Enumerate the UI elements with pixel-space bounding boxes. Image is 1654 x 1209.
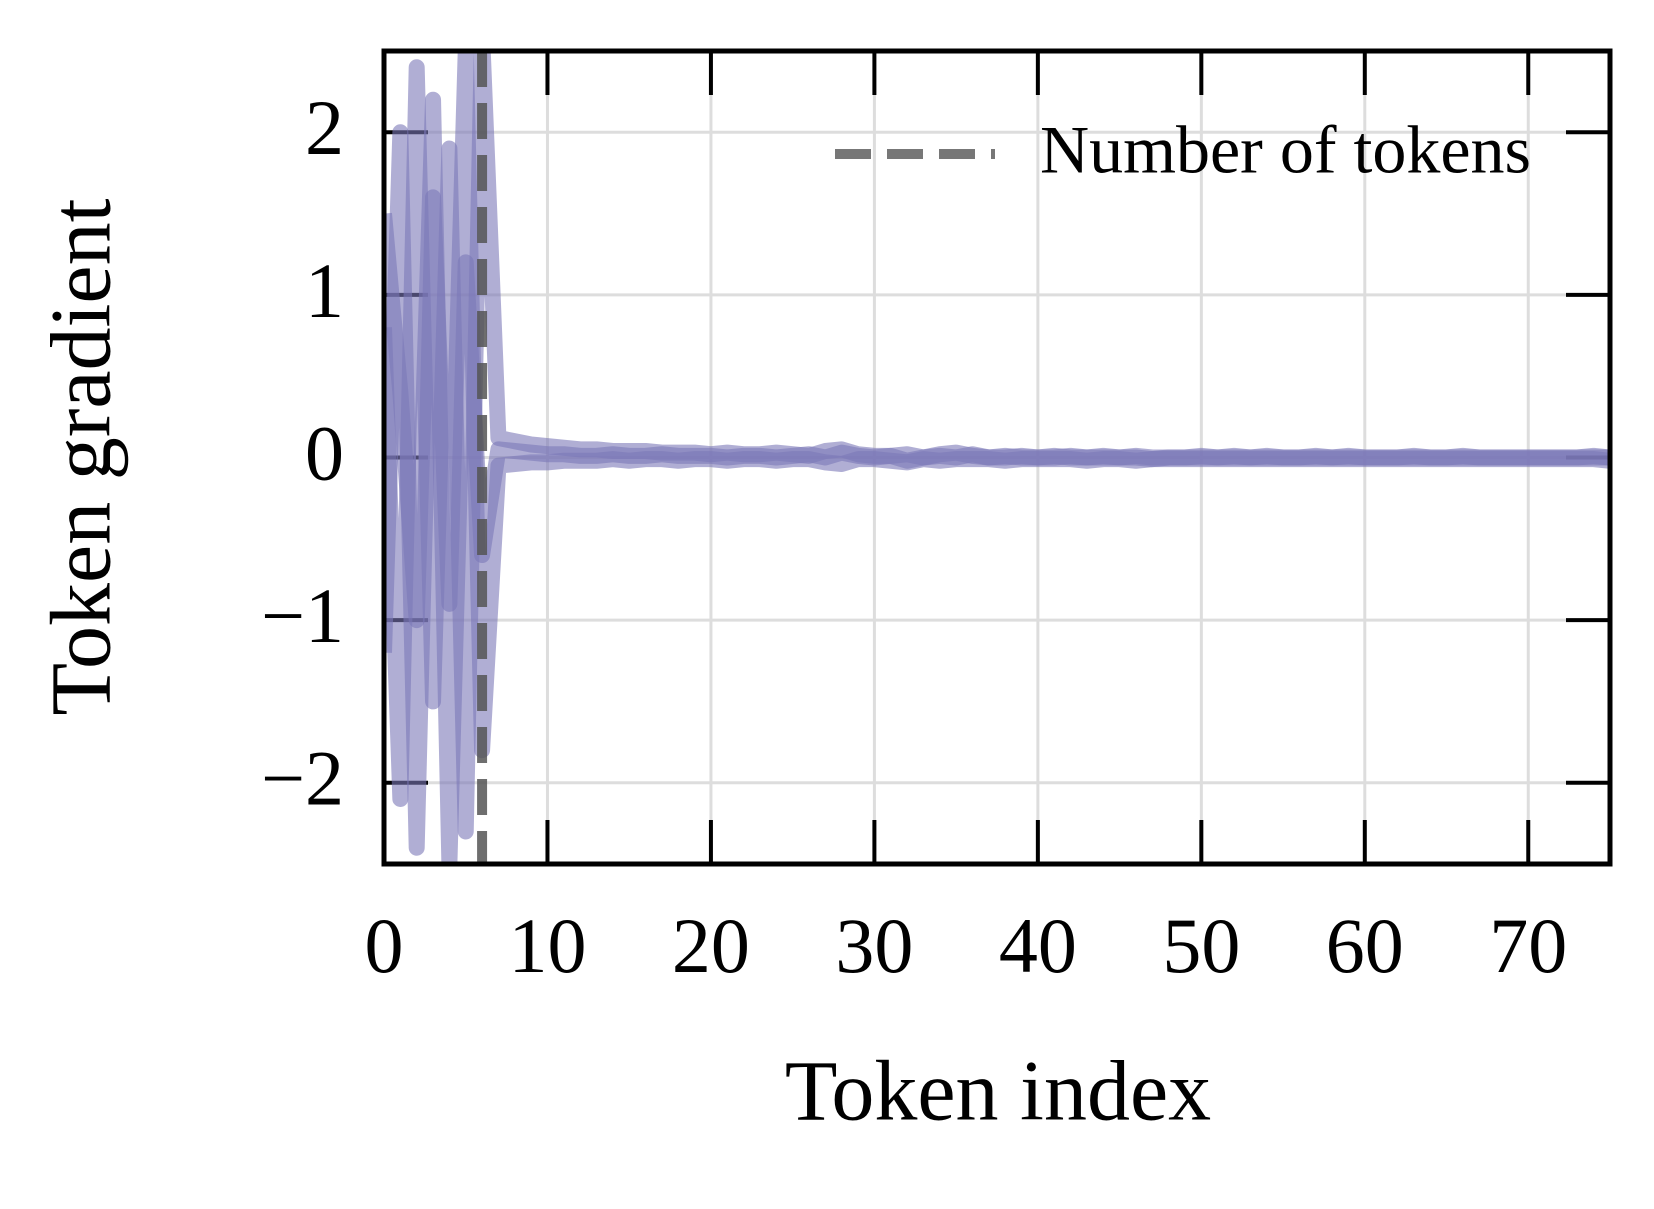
- x-tick-label: 70: [1489, 902, 1567, 989]
- x-tick-label: 40: [999, 902, 1077, 989]
- plot-frame: [381, 48, 1613, 867]
- x-tick-label: 30: [835, 902, 913, 989]
- x-tick-label: 20: [672, 902, 750, 989]
- y-tick-label: −1: [261, 572, 344, 659]
- plot-area: [384, 51, 1610, 864]
- x-tick-label: 60: [1326, 902, 1404, 989]
- y-tick-label: −2: [261, 735, 344, 822]
- x-tick-label: 10: [508, 902, 586, 989]
- data-line: [384, 91, 1610, 864]
- y-tick-label: 0: [305, 409, 344, 496]
- y-tick-label: 2: [305, 84, 344, 171]
- x-tick-label: 0: [365, 902, 404, 989]
- x-axis-label: Token index: [785, 1043, 1211, 1139]
- legend-label: Number of tokens: [1040, 112, 1531, 188]
- x-tick-label: 50: [1162, 902, 1240, 989]
- y-tick-label: 1: [305, 247, 344, 334]
- y-axis-label: Token gradient: [33, 198, 129, 715]
